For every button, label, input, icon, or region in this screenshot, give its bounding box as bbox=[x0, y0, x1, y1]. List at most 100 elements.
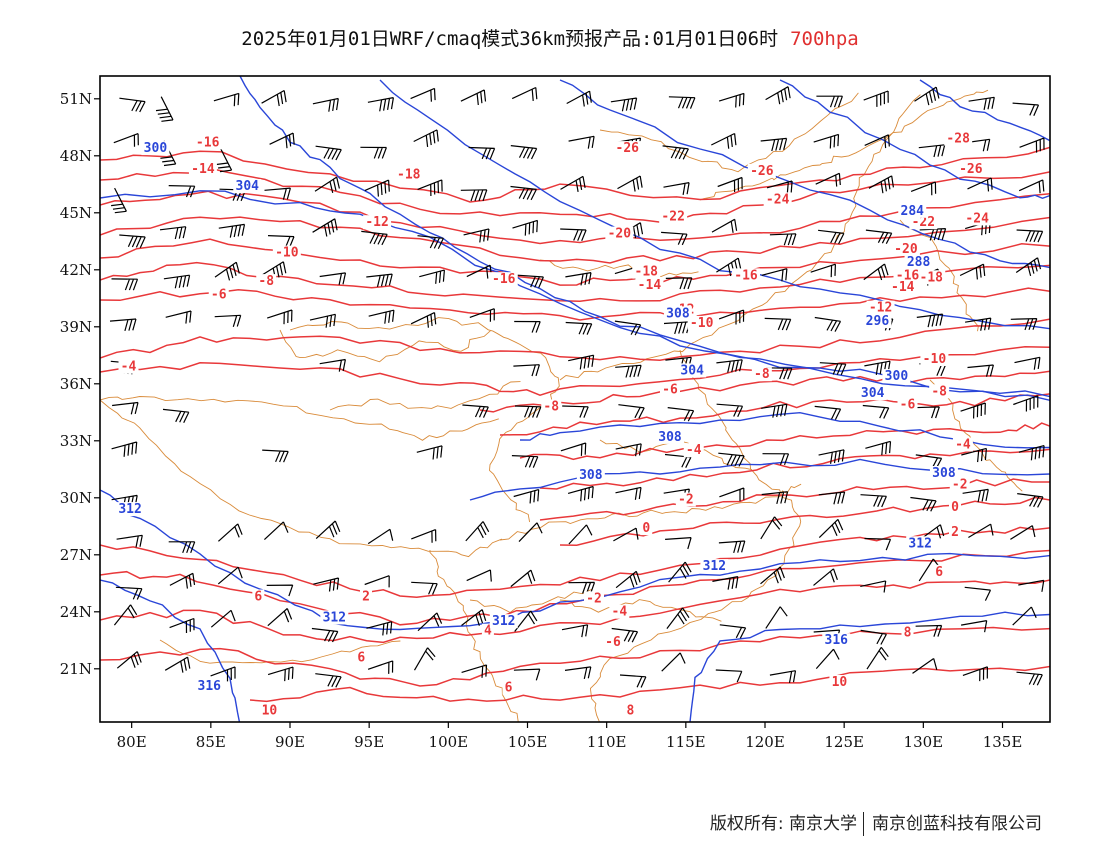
height-contour bbox=[919, 79, 1050, 142]
contour-label: 6 bbox=[357, 650, 365, 665]
contour-label: 308 bbox=[666, 306, 690, 321]
contour-label-bg bbox=[901, 625, 914, 640]
contour-label-bg bbox=[956, 162, 985, 176]
wind-barb bbox=[666, 607, 690, 629]
footer-separator bbox=[863, 812, 864, 836]
wind-barb bbox=[615, 486, 642, 500]
wind-barb bbox=[366, 621, 393, 636]
contour-label: -16 bbox=[734, 268, 758, 283]
wind-barb bbox=[619, 674, 647, 688]
contour-label: 4 bbox=[484, 624, 492, 639]
wind-barb bbox=[816, 95, 843, 108]
wind-barb bbox=[517, 274, 544, 288]
contour-label: 312 bbox=[323, 610, 346, 625]
contour-label: -20 bbox=[894, 242, 918, 257]
wind-barb bbox=[217, 523, 243, 542]
wind-barb bbox=[765, 606, 788, 629]
wind-barb bbox=[560, 228, 587, 242]
lat-tick-label: 33N bbox=[60, 432, 92, 450]
wind-barb bbox=[214, 314, 242, 327]
contour-label: -24 bbox=[766, 192, 790, 207]
wind-barb bbox=[568, 581, 596, 594]
wind-barb bbox=[112, 401, 139, 415]
copyright-left: 版权所有: 南京大学 bbox=[709, 814, 857, 834]
wind-barb bbox=[810, 263, 836, 278]
wind-barb bbox=[313, 577, 340, 592]
contour-label: -22 bbox=[912, 215, 935, 230]
contour-label-bg bbox=[541, 399, 562, 414]
temperature-contour bbox=[100, 146, 1050, 203]
wind-barb bbox=[460, 89, 487, 106]
contour-label-bg bbox=[882, 369, 911, 384]
contour-label-bg bbox=[188, 162, 217, 176]
contour-label-bg bbox=[502, 680, 515, 695]
wind-barb bbox=[1012, 606, 1037, 626]
wind-barb bbox=[663, 321, 691, 335]
lon-tick-label: 115E bbox=[666, 733, 706, 751]
wind-barb bbox=[219, 188, 247, 202]
wind-barb bbox=[267, 666, 294, 682]
contour-label-bg bbox=[858, 386, 887, 401]
wind-barb bbox=[661, 652, 686, 672]
contour-label-bg bbox=[906, 536, 935, 551]
contour-label: 6 bbox=[254, 590, 262, 605]
contour-label: -24 bbox=[965, 211, 989, 226]
contour-label: -2 bbox=[586, 591, 602, 606]
contour-label-bg bbox=[659, 209, 688, 224]
border-line bbox=[289, 317, 560, 523]
wind-barb bbox=[863, 263, 889, 281]
copyright-footer: 版权所有: 南京大学 南京创蓝科技有限公司 bbox=[710, 809, 1042, 836]
wind-barb bbox=[568, 354, 595, 370]
wind-barb bbox=[466, 569, 492, 582]
contour-label: 8 bbox=[904, 626, 912, 641]
contour-label-bg bbox=[700, 559, 729, 574]
wind-barb bbox=[769, 670, 797, 684]
temperature-contour bbox=[100, 346, 1050, 396]
wind-barb bbox=[263, 521, 289, 541]
copyright-right: 南京创蓝科技有限公司 bbox=[872, 814, 1042, 834]
wind-barb bbox=[511, 86, 538, 101]
contour-label-bg bbox=[863, 314, 892, 328]
contour-label: 10 bbox=[262, 704, 278, 719]
contour-label: -16 bbox=[492, 272, 516, 287]
contour-label-bg bbox=[687, 315, 716, 330]
lat-tick-label: 45N bbox=[60, 204, 92, 222]
wind-barb bbox=[513, 364, 540, 377]
wind-barb bbox=[319, 272, 347, 286]
contour-label: -10 bbox=[275, 246, 299, 261]
wind-barb bbox=[568, 524, 593, 545]
wind-barb bbox=[210, 666, 236, 682]
temperature-contour bbox=[100, 261, 1050, 303]
wind-barb bbox=[419, 269, 445, 284]
contour-label: -12 bbox=[365, 215, 388, 230]
wind-barb bbox=[815, 648, 840, 669]
wind-barb bbox=[468, 146, 496, 160]
contour-label-bg bbox=[195, 678, 224, 693]
contour-label: -6 bbox=[211, 287, 227, 302]
wind-barb bbox=[761, 403, 788, 418]
lat-tick-label: 36N bbox=[60, 375, 92, 393]
wind-barb bbox=[818, 229, 845, 245]
wind-barb bbox=[360, 146, 387, 159]
height-contour bbox=[379, 79, 1050, 330]
contour-label: 6 bbox=[505, 681, 513, 696]
contour-label: 312 bbox=[703, 559, 726, 574]
border-line bbox=[329, 381, 521, 411]
wind-barb bbox=[113, 604, 138, 626]
wind-barb bbox=[717, 176, 743, 193]
contour-label: -4 bbox=[121, 360, 137, 375]
border-line bbox=[499, 483, 802, 541]
wind-barb bbox=[461, 664, 488, 678]
contour-label: -10 bbox=[923, 352, 947, 367]
wind-barb bbox=[269, 132, 295, 149]
wind-barb bbox=[961, 447, 987, 463]
wind-barb bbox=[668, 96, 696, 109]
temperature-contour bbox=[100, 238, 1050, 286]
border-line bbox=[100, 399, 503, 558]
contour-label: -4 bbox=[612, 605, 628, 620]
lat-tick-label: 51N bbox=[60, 90, 92, 108]
contour-label: -6 bbox=[605, 635, 621, 650]
wind-barb bbox=[716, 403, 744, 418]
lon-tick-label: 100E bbox=[429, 733, 469, 751]
wind-barb bbox=[319, 358, 346, 372]
